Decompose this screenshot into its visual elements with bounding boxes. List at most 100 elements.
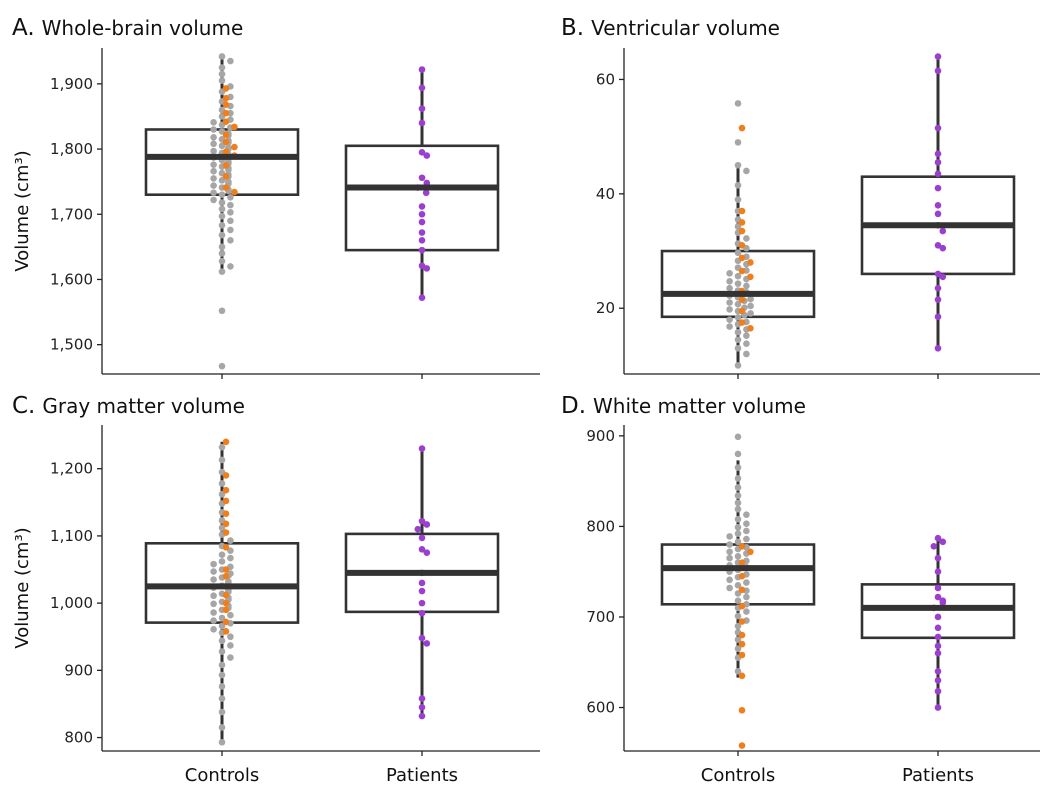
data-point-control [734,450,742,458]
data-point-control [726,299,733,306]
panel-title: B. Ventricular volume [561,15,780,41]
panel-title-text: Ventricular volume [591,16,780,40]
x-tick-label: Patients [902,765,974,786]
data-point-control [734,100,742,107]
data-point-control-highlight [738,296,746,303]
data-point-control [743,282,750,290]
y-axis-label: Volume (cm³) [12,150,33,271]
data-point-patient [934,184,942,192]
data-point-control [210,592,217,600]
data-point-control [227,537,234,544]
data-point-control [734,181,742,189]
data-point-control-highlight [738,559,746,566]
data-point-patient [934,170,942,178]
panel-letter: B. [561,15,584,41]
data-point-control-highlight [222,572,230,580]
y-tick-label: 700 [586,608,615,626]
data-point-control [726,316,733,323]
data-point-control [726,323,733,330]
data-point-patient [418,105,426,112]
data-point-control [218,524,226,532]
data-point-patient [934,677,942,684]
data-point-control [743,235,750,242]
data-point-control-highlight [222,148,230,155]
data-point-patient [423,640,431,647]
data-point-patient [934,270,942,278]
data-point-control-highlight [738,586,746,594]
data-point-patient [934,124,942,132]
data-point-patient [422,189,430,197]
data-point-control [227,217,234,225]
y-tick-label: 800 [586,517,615,535]
data-point-control [734,505,742,513]
y-tick-label: 900 [586,427,615,445]
data-point-control [218,250,226,257]
data-point-patient [934,668,942,675]
data-point-control-highlight [747,273,754,281]
data-point-control [218,77,226,84]
data-point-control-highlight [222,472,230,479]
data-point-patient [934,344,942,352]
y-tick-label: 1,700 [50,205,93,223]
data-point-patient [418,210,426,218]
data-point-patient [418,534,426,542]
x-tick-label: Patients [386,765,458,786]
data-point-patient [418,119,426,127]
data-point-control [227,57,234,65]
data-point-control [210,568,217,575]
data-point-control [218,558,226,565]
data-point-control [218,480,226,487]
data-point-control [734,161,742,169]
panel-c: C. Gray matter volume 800 900 1,000 1,100 1,20… [12,393,540,786]
data-point-control [218,671,226,679]
y-tick-label: 20 [596,299,615,317]
data-point-control-highlight [738,207,746,215]
data-point-control [218,551,226,559]
data-point-control [726,306,733,313]
data-point-control [726,284,733,292]
panel-a: A. Whole-brain volume 1,500 1,600 1,700 1,800… [12,15,540,379]
data-point-control-highlight [222,529,230,536]
data-point-control [218,637,226,645]
data-point-control [218,362,226,370]
data-point-control [218,268,226,275]
x-tick-label: Controls [185,765,259,786]
data-point-control [747,310,754,317]
data-point-control [218,738,226,746]
panel-letter: A. [12,15,35,41]
data-point-control [743,350,750,358]
data-point-control [734,464,742,471]
data-point-control [218,199,226,206]
data-point-control [726,548,733,556]
y-tick-label: 1,900 [50,75,93,93]
data-point-control [218,243,226,251]
data-point-control-highlight [231,188,238,196]
data-point-control [734,300,742,308]
data-point-patient [418,599,426,607]
data-point-control-highlight [738,618,746,625]
data-point-control-highlight [738,307,746,315]
data-point-control [210,576,217,583]
data-point-patient [418,229,426,236]
data-point-control [734,553,742,560]
data-point-control-highlight [222,162,230,169]
data-point-control [734,139,742,146]
data-point-control [218,490,226,498]
data-point-patient [934,313,942,321]
data-point-control [210,167,217,175]
data-point-control [227,642,234,649]
data-point-control [218,70,226,78]
data-point-control [734,314,742,321]
data-point-control-highlight [222,544,230,551]
data-point-control [734,612,742,620]
data-point-control-highlight [222,438,230,446]
data-point-control-highlight [231,143,238,151]
data-point-control [743,167,750,175]
data-point-control [218,708,226,716]
data-point-control [227,554,234,562]
data-point-control-highlight [222,497,230,505]
data-point-patient [934,568,942,575]
data-point-control [734,223,742,230]
data-point-patient [418,218,426,226]
data-point-control-highlight [222,101,230,109]
